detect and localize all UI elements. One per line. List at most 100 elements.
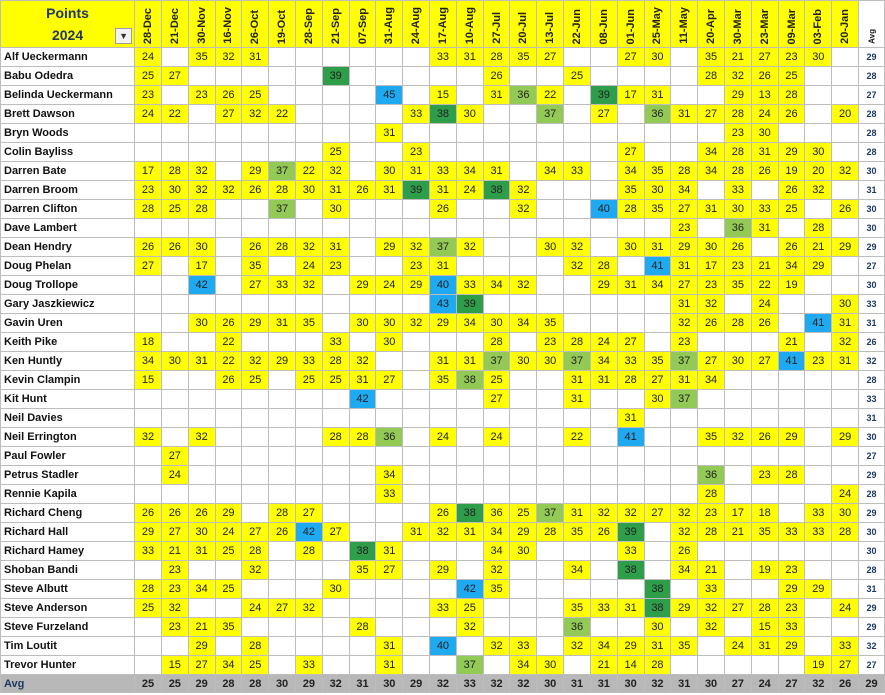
score-cell[interactable] [268,294,296,314]
player-name[interactable]: Bryn Woods [0,123,136,143]
score-cell[interactable] [294,142,323,162]
date-average[interactable]: 32 [429,674,457,693]
score-cell[interactable]: 27 [375,370,404,390]
score-cell[interactable]: 19 [804,655,833,675]
score-cell[interactable]: 37 [536,104,565,124]
score-cell[interactable]: 27 [670,275,699,295]
score-cell[interactable] [134,446,162,466]
score-cell[interactable]: 38 [348,541,377,561]
score-cell[interactable] [321,85,350,105]
player-average[interactable]: 28 [858,484,885,504]
score-cell[interactable]: 24 [214,522,243,542]
score-cell[interactable]: 30 [831,294,860,314]
score-cell[interactable] [616,484,645,504]
score-cell[interactable] [616,579,645,599]
score-cell[interactable] [187,408,216,428]
score-cell[interactable] [643,408,672,428]
score-cell[interactable]: 29 [429,313,457,333]
score-cell[interactable] [429,579,457,599]
score-cell[interactable] [643,142,672,162]
score-cell[interactable]: 32 [482,560,511,580]
score-cell[interactable] [429,142,457,162]
score-cell[interactable] [187,484,216,504]
score-cell[interactable]: 23 [670,332,699,352]
player-name[interactable]: Richard Hamey [0,541,136,561]
score-cell[interactable] [134,655,162,675]
score-cell[interactable] [750,370,779,390]
score-cell[interactable]: 34 [509,655,538,675]
score-cell[interactable] [777,655,806,675]
score-cell[interactable]: 26 [750,313,779,333]
score-cell[interactable] [563,142,591,162]
score-cell[interactable] [214,275,243,295]
score-cell[interactable] [589,294,618,314]
score-cell[interactable]: 27 [536,47,565,67]
score-cell[interactable] [589,66,618,86]
score-cell[interactable] [268,427,296,447]
score-cell[interactable]: 34 [670,180,699,200]
score-cell[interactable]: 21 [160,541,189,561]
score-cell[interactable]: 39 [321,66,350,86]
score-cell[interactable] [241,332,270,352]
score-cell[interactable]: 35 [750,522,779,542]
score-cell[interactable] [294,408,323,428]
score-cell[interactable]: 31 [348,370,377,390]
score-cell[interactable] [160,313,189,333]
score-cell[interactable]: 21 [804,237,833,257]
score-cell[interactable]: 29 [187,636,216,656]
score-cell[interactable] [402,199,431,219]
score-cell[interactable] [804,332,833,352]
score-cell[interactable]: 35 [723,275,752,295]
score-cell[interactable] [160,294,189,314]
score-cell[interactable] [241,389,270,409]
score-cell[interactable] [670,655,699,675]
score-cell[interactable] [482,294,511,314]
score-cell[interactable] [187,142,216,162]
score-cell[interactable] [214,294,243,314]
score-cell[interactable] [589,617,618,637]
score-cell[interactable]: 32 [294,598,323,618]
score-cell[interactable]: 30 [616,237,645,257]
score-cell[interactable] [214,66,243,86]
score-cell[interactable] [402,465,431,485]
score-cell[interactable]: 24 [831,598,860,618]
score-cell[interactable]: 26 [214,313,243,333]
score-cell[interactable] [187,123,216,143]
score-cell[interactable]: 24 [723,636,752,656]
score-cell[interactable] [348,161,377,181]
score-cell[interactable]: 34 [375,465,404,485]
score-cell[interactable]: 27 [187,655,216,675]
player-average[interactable]: 31 [858,313,885,333]
date-average[interactable]: 30 [375,674,404,693]
score-cell[interactable] [214,408,243,428]
score-cell[interactable] [777,484,806,504]
score-cell[interactable]: 29 [241,161,270,181]
score-cell[interactable] [348,66,377,86]
score-cell[interactable] [616,465,645,485]
score-cell[interactable]: 29 [509,522,538,542]
score-cell[interactable] [348,446,377,466]
score-cell[interactable] [187,389,216,409]
score-cell[interactable]: 28 [536,522,565,542]
player-name[interactable]: Paul Fowler [0,446,136,466]
score-cell[interactable] [509,123,538,143]
player-average[interactable]: 30 [858,541,885,561]
score-cell[interactable] [348,408,377,428]
score-cell[interactable] [294,123,323,143]
score-cell[interactable]: 27 [241,275,270,295]
score-cell[interactable]: 30 [536,237,565,257]
score-cell[interactable]: 31 [750,142,779,162]
score-cell[interactable] [268,579,296,599]
score-cell[interactable]: 25 [455,598,484,618]
score-cell[interactable]: 32 [670,503,699,523]
score-cell[interactable]: 33 [804,503,833,523]
score-cell[interactable]: 35 [643,351,672,371]
score-cell[interactable]: 24 [241,598,270,618]
score-cell[interactable] [375,522,404,542]
score-cell[interactable] [348,104,377,124]
score-cell[interactable] [563,313,591,333]
score-cell[interactable] [241,579,270,599]
score-cell[interactable]: 31 [187,541,216,561]
score-cell[interactable]: 29 [670,598,699,618]
date-average[interactable]: 33 [455,674,484,693]
